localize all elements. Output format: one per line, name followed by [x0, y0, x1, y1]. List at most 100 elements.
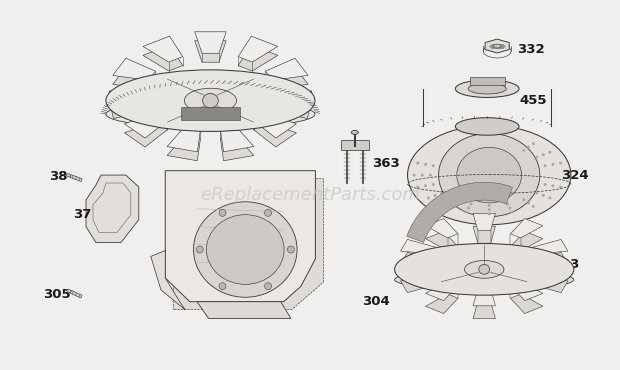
Ellipse shape: [438, 134, 540, 217]
Polygon shape: [221, 136, 254, 161]
Polygon shape: [510, 294, 543, 313]
Circle shape: [549, 196, 551, 199]
Ellipse shape: [479, 265, 490, 274]
Polygon shape: [425, 294, 458, 313]
Circle shape: [443, 205, 446, 208]
Circle shape: [527, 146, 530, 149]
Polygon shape: [533, 265, 568, 280]
Polygon shape: [510, 231, 543, 251]
Ellipse shape: [455, 80, 519, 97]
Circle shape: [453, 198, 456, 201]
Polygon shape: [143, 36, 183, 62]
Circle shape: [551, 184, 554, 187]
Text: 23A: 23A: [270, 92, 299, 105]
Text: 324: 324: [561, 169, 588, 182]
Polygon shape: [195, 41, 226, 62]
Polygon shape: [265, 67, 308, 89]
Circle shape: [542, 194, 545, 197]
Circle shape: [532, 142, 535, 145]
Circle shape: [421, 174, 423, 176]
Polygon shape: [401, 239, 435, 254]
Circle shape: [532, 205, 535, 208]
Circle shape: [527, 202, 530, 205]
Polygon shape: [143, 45, 183, 71]
Polygon shape: [86, 175, 139, 243]
Circle shape: [219, 209, 226, 216]
Polygon shape: [510, 219, 543, 238]
Polygon shape: [166, 171, 316, 302]
Ellipse shape: [352, 130, 358, 134]
Text: 363: 363: [372, 157, 399, 170]
Circle shape: [559, 162, 562, 165]
Circle shape: [488, 204, 490, 207]
Polygon shape: [125, 113, 167, 138]
Circle shape: [416, 162, 419, 165]
Circle shape: [506, 202, 509, 205]
Polygon shape: [473, 226, 495, 243]
Circle shape: [219, 283, 226, 290]
Polygon shape: [401, 265, 435, 280]
Circle shape: [549, 151, 551, 154]
Polygon shape: [473, 289, 495, 306]
Polygon shape: [113, 67, 156, 89]
Text: 23: 23: [561, 258, 579, 271]
Circle shape: [464, 211, 467, 213]
Polygon shape: [401, 252, 435, 267]
Polygon shape: [273, 100, 312, 118]
Text: 455: 455: [519, 94, 547, 107]
Circle shape: [522, 149, 525, 152]
Polygon shape: [151, 250, 185, 310]
Circle shape: [429, 174, 432, 176]
Text: 304: 304: [361, 295, 389, 307]
Ellipse shape: [203, 94, 218, 108]
Polygon shape: [425, 219, 458, 238]
Circle shape: [469, 202, 472, 205]
Polygon shape: [109, 100, 148, 118]
Ellipse shape: [344, 147, 349, 150]
Polygon shape: [109, 91, 148, 110]
Text: 332: 332: [517, 43, 545, 56]
Polygon shape: [70, 290, 82, 298]
Circle shape: [433, 194, 436, 197]
Circle shape: [511, 211, 514, 213]
Circle shape: [467, 206, 470, 209]
Polygon shape: [173, 179, 324, 310]
Circle shape: [448, 202, 451, 205]
Circle shape: [559, 186, 562, 189]
Ellipse shape: [184, 88, 237, 113]
Circle shape: [287, 246, 294, 253]
Circle shape: [424, 184, 427, 187]
Circle shape: [416, 186, 419, 189]
Ellipse shape: [464, 260, 504, 278]
Circle shape: [432, 164, 435, 167]
Polygon shape: [125, 122, 167, 147]
Text: 37: 37: [73, 208, 91, 221]
Ellipse shape: [394, 243, 574, 295]
Circle shape: [440, 191, 443, 194]
Circle shape: [265, 283, 272, 290]
Bar: [181, 107, 240, 120]
Ellipse shape: [394, 269, 574, 290]
Text: 305: 305: [43, 287, 71, 301]
Polygon shape: [197, 302, 291, 319]
Ellipse shape: [67, 289, 71, 292]
Polygon shape: [473, 213, 495, 230]
Text: eReplacementParts.com: eReplacementParts.com: [200, 186, 420, 204]
Text: 38: 38: [49, 169, 68, 182]
Ellipse shape: [66, 174, 71, 177]
Polygon shape: [273, 91, 312, 110]
Polygon shape: [221, 127, 254, 152]
Polygon shape: [167, 127, 200, 152]
Ellipse shape: [455, 118, 519, 135]
Polygon shape: [238, 45, 278, 71]
Circle shape: [544, 164, 547, 167]
Polygon shape: [425, 281, 458, 300]
Bar: [341, 140, 369, 150]
Polygon shape: [113, 58, 156, 80]
Polygon shape: [510, 281, 543, 300]
Polygon shape: [238, 36, 278, 62]
Circle shape: [535, 156, 538, 159]
Polygon shape: [254, 113, 296, 138]
Polygon shape: [470, 77, 505, 85]
Polygon shape: [473, 302, 495, 319]
